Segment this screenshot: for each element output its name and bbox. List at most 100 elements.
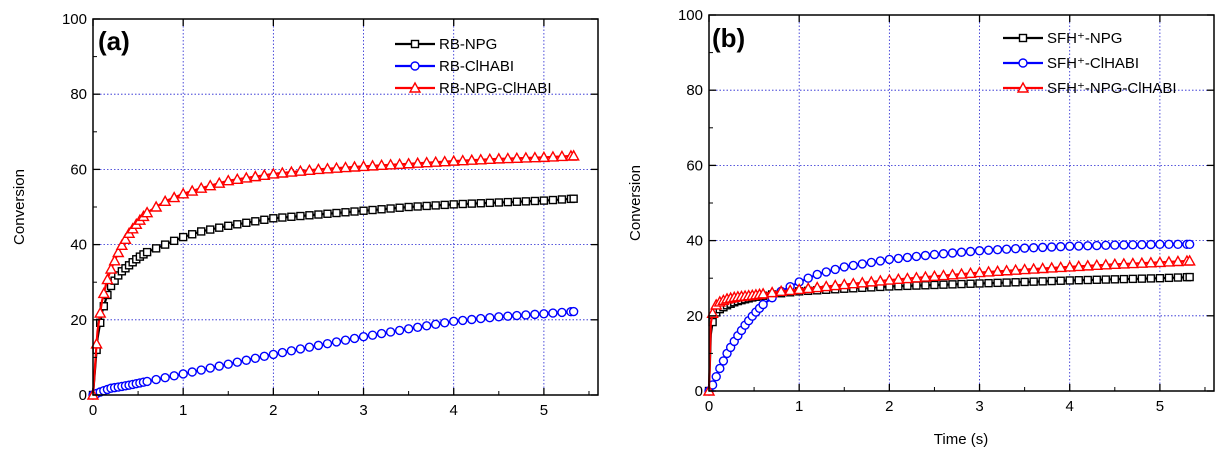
data-point bbox=[251, 217, 260, 226]
data-point bbox=[458, 199, 467, 209]
data-point bbox=[438, 155, 451, 167]
data-point bbox=[1045, 261, 1058, 273]
x-tick-label: 4 bbox=[450, 402, 458, 419]
data-point bbox=[151, 374, 161, 385]
data-point bbox=[1117, 257, 1131, 269]
data-point bbox=[1135, 256, 1149, 268]
data-point bbox=[1054, 261, 1067, 273]
data-point bbox=[1010, 243, 1021, 254]
data-point bbox=[421, 321, 432, 331]
data-point bbox=[1126, 257, 1140, 269]
data-point bbox=[224, 221, 233, 231]
y-axis-title-a: Conversion bbox=[11, 169, 28, 245]
plot-area-a bbox=[93, 19, 598, 395]
data-point bbox=[375, 158, 388, 171]
data-point bbox=[395, 203, 404, 212]
data-point bbox=[483, 152, 496, 165]
y-tick-label: 0 bbox=[695, 383, 703, 400]
data-point bbox=[1027, 262, 1040, 274]
data-point bbox=[411, 156, 424, 168]
data-point bbox=[386, 204, 395, 213]
data-point bbox=[413, 202, 422, 211]
legend-label: RB-ClHABI bbox=[439, 58, 514, 75]
data-point bbox=[847, 277, 860, 289]
data-point bbox=[857, 259, 868, 269]
x-tick-label: 1 bbox=[179, 402, 187, 419]
data-point bbox=[341, 208, 350, 217]
data-point bbox=[285, 165, 298, 177]
data-point bbox=[902, 252, 913, 263]
data-point bbox=[910, 271, 923, 283]
data-point bbox=[404, 202, 413, 212]
data-point bbox=[802, 282, 815, 294]
data-point bbox=[503, 311, 513, 321]
data-point bbox=[839, 262, 849, 272]
data-point bbox=[357, 159, 370, 172]
data-point bbox=[718, 356, 729, 366]
series-layer-a bbox=[86, 149, 580, 400]
data-point bbox=[1183, 254, 1196, 266]
x-tick-label: 0 bbox=[705, 398, 713, 415]
y-tick-label: 20 bbox=[70, 312, 87, 329]
data-point bbox=[1046, 242, 1057, 252]
data-point bbox=[1173, 273, 1183, 282]
data-point bbox=[946, 268, 959, 280]
legend-label: RB-NPG-ClHABI bbox=[439, 80, 552, 97]
data-point bbox=[991, 264, 1004, 277]
data-point bbox=[108, 254, 121, 266]
data-point bbox=[964, 266, 977, 279]
data-point bbox=[323, 209, 332, 218]
data-point bbox=[966, 279, 975, 288]
x-tick-label: 2 bbox=[885, 398, 893, 415]
data-point bbox=[1090, 258, 1103, 271]
data-point bbox=[465, 153, 478, 165]
data-point bbox=[874, 274, 887, 286]
data-point bbox=[975, 279, 984, 288]
data-point bbox=[984, 278, 993, 288]
plot-area-b bbox=[709, 15, 1214, 391]
data-point bbox=[403, 324, 414, 334]
data-point bbox=[792, 283, 806, 295]
data-point bbox=[348, 160, 361, 172]
legend-marker bbox=[410, 39, 420, 49]
data-point bbox=[1000, 264, 1013, 276]
data-point bbox=[1047, 276, 1056, 286]
data-point bbox=[1028, 243, 1039, 253]
data-point bbox=[178, 369, 188, 379]
data-point bbox=[167, 191, 181, 203]
data-point bbox=[350, 207, 359, 216]
y-tick-label: 40 bbox=[70, 237, 87, 254]
data-point bbox=[948, 280, 957, 289]
data-point bbox=[1184, 239, 1195, 250]
data-point bbox=[503, 197, 513, 207]
data-point bbox=[1001, 244, 1012, 254]
data-point bbox=[1009, 263, 1022, 275]
legend-entry: RB-ClHABI bbox=[395, 58, 514, 75]
data-point bbox=[330, 161, 343, 173]
data-point bbox=[476, 313, 486, 324]
data-point bbox=[911, 251, 922, 262]
data-point bbox=[176, 187, 190, 199]
y-tick-label: 20 bbox=[686, 308, 703, 325]
data-point bbox=[231, 172, 244, 185]
x-tick-label: 3 bbox=[975, 398, 983, 415]
data-point bbox=[474, 153, 487, 165]
legend-entry: RB-NPG-ClHABI bbox=[395, 80, 552, 97]
data-point bbox=[530, 196, 540, 206]
data-point bbox=[774, 284, 788, 297]
data-point bbox=[377, 205, 386, 214]
data-point bbox=[811, 281, 824, 293]
chart-panel-b: 0 1 2 3 4 5 0 20 40 60 80 100 Conversion Time (s) (… bbox=[627, 7, 1215, 448]
data-point bbox=[1002, 278, 1011, 287]
data-point bbox=[1065, 276, 1074, 285]
data-point bbox=[178, 232, 188, 242]
data-point bbox=[287, 212, 296, 221]
data-point bbox=[1137, 274, 1147, 283]
data-point bbox=[222, 174, 235, 186]
data-point bbox=[803, 273, 813, 283]
y-tick-label: 0 bbox=[79, 387, 87, 404]
data-point bbox=[929, 249, 940, 260]
data-point bbox=[269, 214, 278, 223]
data-point bbox=[278, 213, 287, 222]
y-tick-label: 80 bbox=[686, 82, 703, 99]
